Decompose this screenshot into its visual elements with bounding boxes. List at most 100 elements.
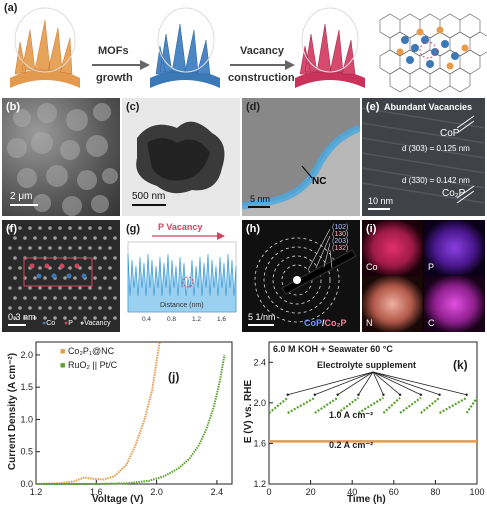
k-xlabel: Time (h): [347, 494, 386, 505]
atom-dot: [58, 246, 62, 250]
plot-frame: [35, 341, 233, 485]
g-tick: 0.4: [142, 316, 152, 323]
eds-map-c: [424, 276, 485, 332]
supplement-arrow-head: [465, 393, 468, 396]
g-tick: 1.2: [192, 316, 202, 323]
panel-f-label: (f): [6, 223, 17, 235]
atom-dot: [93, 256, 97, 260]
substrate-mof: [150, 7, 220, 88]
phase-legend: CoP/Co₂P: [304, 318, 347, 328]
k-title: 6.0 M KOH + Seawater 60 °C: [273, 344, 393, 354]
atom-dot: [18, 306, 22, 310]
atom-dot: [33, 236, 37, 240]
atom-dot: [98, 266, 102, 270]
atom-dot: [113, 256, 117, 260]
step2b-label: construction: [228, 72, 295, 84]
step2-label: Vacancy: [240, 45, 285, 57]
atom-dot: [8, 286, 12, 290]
atom-dot: [68, 306, 72, 310]
atom-dot: [108, 266, 112, 270]
atom-dot: [48, 246, 52, 250]
y-tick-label: 2.0: [20, 350, 33, 360]
supplement-arrow-head: [419, 393, 423, 396]
panel-b-label: (b): [6, 101, 21, 113]
atom-dot: [113, 276, 117, 280]
x-tick-label: 100: [469, 487, 484, 497]
atom-dot: [8, 246, 12, 250]
atom-dot: [108, 246, 112, 250]
panel-e-label: (e): [366, 101, 380, 113]
lattice-fringes: [362, 107, 485, 204]
panel-c-tem-image: (c) 500 nm: [122, 98, 240, 216]
supplement-arrow: [372, 371, 422, 396]
atom-dot: [68, 266, 72, 270]
atom-dot: [98, 246, 102, 250]
substrate-pristine: [10, 7, 80, 88]
step1b-label: growth: [96, 72, 133, 84]
atom-dot: [23, 236, 27, 240]
phase2-label: Co₂P: [442, 188, 466, 199]
legend-vacancy: ●Vacancy: [80, 320, 111, 327]
panel-h-saed-pattern: (h) (102) (130) (203) (132) 5 1/nm CoP/C…: [242, 220, 360, 332]
supplement-arrow: [372, 371, 467, 396]
y-tick-label: 1.6: [253, 438, 266, 448]
eds-label-p: P: [428, 262, 435, 272]
sem-texture: [7, 103, 118, 216]
panel-i-eds-maps: (i) Co P N C: [362, 220, 485, 332]
atom-dot: [78, 306, 82, 310]
atom-dot: [113, 236, 117, 240]
panel-d-hrtem-image: (d) NC 5 nm: [242, 98, 360, 216]
atom-dot: [38, 286, 42, 290]
tem-particle: [136, 121, 225, 194]
scale-bar: [132, 204, 166, 206]
atom-dot: [8, 226, 12, 230]
eds-label-co: Co: [366, 262, 378, 272]
j-legend-1: ■ Co₂P₁@NC: [60, 346, 115, 356]
supplement-arrow: [337, 371, 374, 396]
atom-dot: [53, 316, 57, 320]
scale-label: 10 nm: [368, 196, 394, 206]
scale-bar: [8, 324, 26, 326]
y-tick-label: 1.0: [20, 414, 33, 424]
scale-label: 500 nm: [132, 191, 166, 202]
panel-i-label: (i): [366, 223, 377, 235]
atom-dot: [93, 276, 97, 280]
atom-dot: [78, 246, 82, 250]
atom-dot: [103, 276, 107, 280]
step1-label: MOFs: [98, 45, 129, 57]
scale-label: 5 1/nm: [248, 312, 276, 322]
atom-dot: [73, 296, 77, 300]
atom-dot: [88, 266, 92, 270]
atom-dot: [53, 296, 57, 300]
atom-dot: [13, 236, 17, 240]
schematic-illustration: [10, 7, 487, 93]
atom-dot: [48, 306, 52, 310]
supplement-arrow-head: [398, 393, 402, 396]
k-current-low: 0.2 A cm⁻²: [329, 440, 374, 450]
atom-dot: [13, 296, 17, 300]
ring-index: (130): [332, 231, 349, 238]
atom-dot: [108, 306, 112, 310]
supplement-arrow: [287, 371, 374, 396]
d-spacing-2: d (330) = 0.142 nm: [402, 176, 470, 185]
substrate-vacancy: [295, 7, 365, 88]
atom-dot: [58, 306, 62, 310]
atom-dot: [108, 226, 112, 230]
atom-dot: [98, 226, 102, 230]
atom-dot: [43, 316, 47, 320]
atom-dot: [88, 306, 92, 310]
atom-dot: [108, 286, 112, 290]
phase1-label: CoP: [440, 128, 460, 139]
x-tick-label: 40: [347, 487, 357, 497]
distance-axis-label: Distance (nm): [160, 302, 204, 309]
panel-f-haadf-image: (f) 0.3 nm ●Co ●P ●Vacancy: [2, 220, 120, 332]
atom-dot: [58, 226, 62, 230]
atom-dot: [73, 236, 77, 240]
atom-dot: [88, 246, 92, 250]
stability-chart-svg: 0 20 40 60 80 100 1.2 1.6 2.0 2.4: [253, 341, 485, 497]
atom-dot: [43, 296, 47, 300]
panel-b-sem-image: (b) 2 μm: [2, 98, 120, 216]
hrtem-edge: [242, 98, 360, 210]
x-tick-label: 80: [430, 487, 440, 497]
atom-dot: [8, 266, 12, 270]
